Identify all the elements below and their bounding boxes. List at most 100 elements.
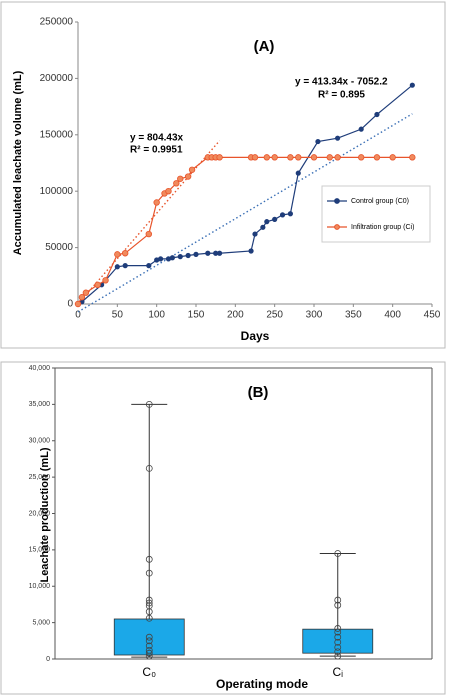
y-tick-label: 50000 [45, 242, 73, 253]
data-point [334, 628, 342, 636]
box [302, 628, 374, 654]
data-point [188, 166, 196, 173]
data-point [145, 400, 153, 408]
data-point [334, 154, 341, 161]
x-tick-label: 450 [424, 310, 441, 321]
y-tick-label: 20,000 [29, 510, 51, 517]
data-point [251, 154, 259, 161]
x-tick-label: 50 [112, 310, 124, 321]
data-point [184, 173, 192, 180]
x-tick-label: 0 [75, 310, 81, 321]
y-tick-label: 40,000 [29, 365, 51, 372]
data-point [169, 255, 175, 261]
y-axis-label: Leachate production (mL) [39, 447, 51, 582]
data-point [185, 252, 191, 259]
annotation: R² = 0.895 [318, 90, 365, 101]
data-point [94, 281, 101, 289]
y-tick-label: 35,000 [29, 401, 51, 408]
annotation: y = 413.34x - 7052.2 [295, 77, 388, 88]
data-point [145, 652, 153, 660]
data-point [358, 154, 365, 161]
legend-label: Control group (C0) [351, 198, 409, 205]
data-point [217, 250, 223, 256]
data-point [145, 569, 153, 577]
panel-a-frame [0, 1, 446, 349]
data-point [409, 154, 416, 161]
data-point [173, 180, 180, 187]
data-point [248, 248, 254, 254]
data-point [177, 254, 183, 260]
x-tick-label: 250 [266, 310, 283, 321]
y-tick-label: 0 [46, 656, 50, 663]
data-point [260, 224, 266, 230]
data-point [310, 154, 318, 161]
x-tick-label: 150 [188, 310, 205, 321]
data-point [334, 135, 341, 141]
data-point [334, 625, 342, 632]
data-point [334, 648, 342, 656]
data-point [122, 263, 128, 269]
data-point [121, 250, 129, 257]
data-point [145, 464, 153, 472]
data-point [264, 219, 270, 225]
data-point [334, 601, 342, 609]
data-point [295, 170, 301, 176]
annotation: R² = 0.9951 [130, 145, 183, 156]
data-point [145, 637, 153, 645]
data-point [334, 638, 342, 646]
y-tick-label: 250000 [40, 17, 74, 28]
data-point [145, 555, 153, 563]
data-point [102, 277, 109, 284]
x-tick-label: 400 [384, 310, 401, 321]
data-point [145, 614, 153, 622]
y-tick-label: 0 [67, 299, 73, 310]
y-tick-label: 15,000 [29, 547, 51, 554]
data-point [158, 256, 164, 262]
data-point [287, 154, 294, 161]
data-point [374, 111, 380, 118]
x-tick-label: 350 [345, 310, 362, 321]
data-point [153, 199, 160, 206]
data-point [272, 216, 278, 222]
data-point [326, 154, 333, 161]
y-tick-label: 30,000 [29, 438, 51, 445]
data-point [334, 643, 342, 651]
data-point [145, 649, 153, 657]
data-point [145, 230, 152, 238]
y-tick-label: 10,000 [29, 583, 51, 590]
data-point [334, 652, 342, 660]
data-point [279, 212, 286, 218]
data-point [165, 187, 172, 195]
data-point [74, 300, 82, 308]
data-point [334, 596, 342, 604]
y-tick-label: 150000 [40, 129, 74, 140]
x-tick-label: 300 [306, 310, 323, 321]
data-point [252, 231, 258, 237]
x-tick-label: 200 [227, 310, 244, 321]
data-point [145, 599, 153, 607]
data-point [216, 154, 223, 161]
x-axis-label: Days [241, 329, 270, 343]
data-point [373, 154, 381, 161]
x-tick-label: 100 [148, 310, 165, 321]
data-point [205, 250, 211, 256]
y-tick-label: 25,000 [29, 474, 51, 481]
data-point [145, 633, 153, 641]
data-point [315, 138, 321, 145]
data-point [145, 608, 153, 616]
y-tick-label: 100000 [40, 186, 74, 197]
legend-label: Infiltration group (Ci) [351, 224, 414, 231]
data-point [114, 251, 121, 258]
legend-marker [334, 224, 340, 230]
data-point [334, 550, 342, 557]
data-point [193, 251, 199, 257]
x-tick-label: Cᵢ [332, 665, 343, 679]
data-point [78, 294, 86, 301]
box [113, 618, 185, 656]
legend-marker [334, 198, 340, 204]
chart-title: (A) [254, 38, 275, 55]
data-point [358, 126, 364, 132]
data-point [334, 633, 342, 641]
data-point [146, 263, 152, 269]
y-tick-label: 5,000 [32, 619, 50, 626]
